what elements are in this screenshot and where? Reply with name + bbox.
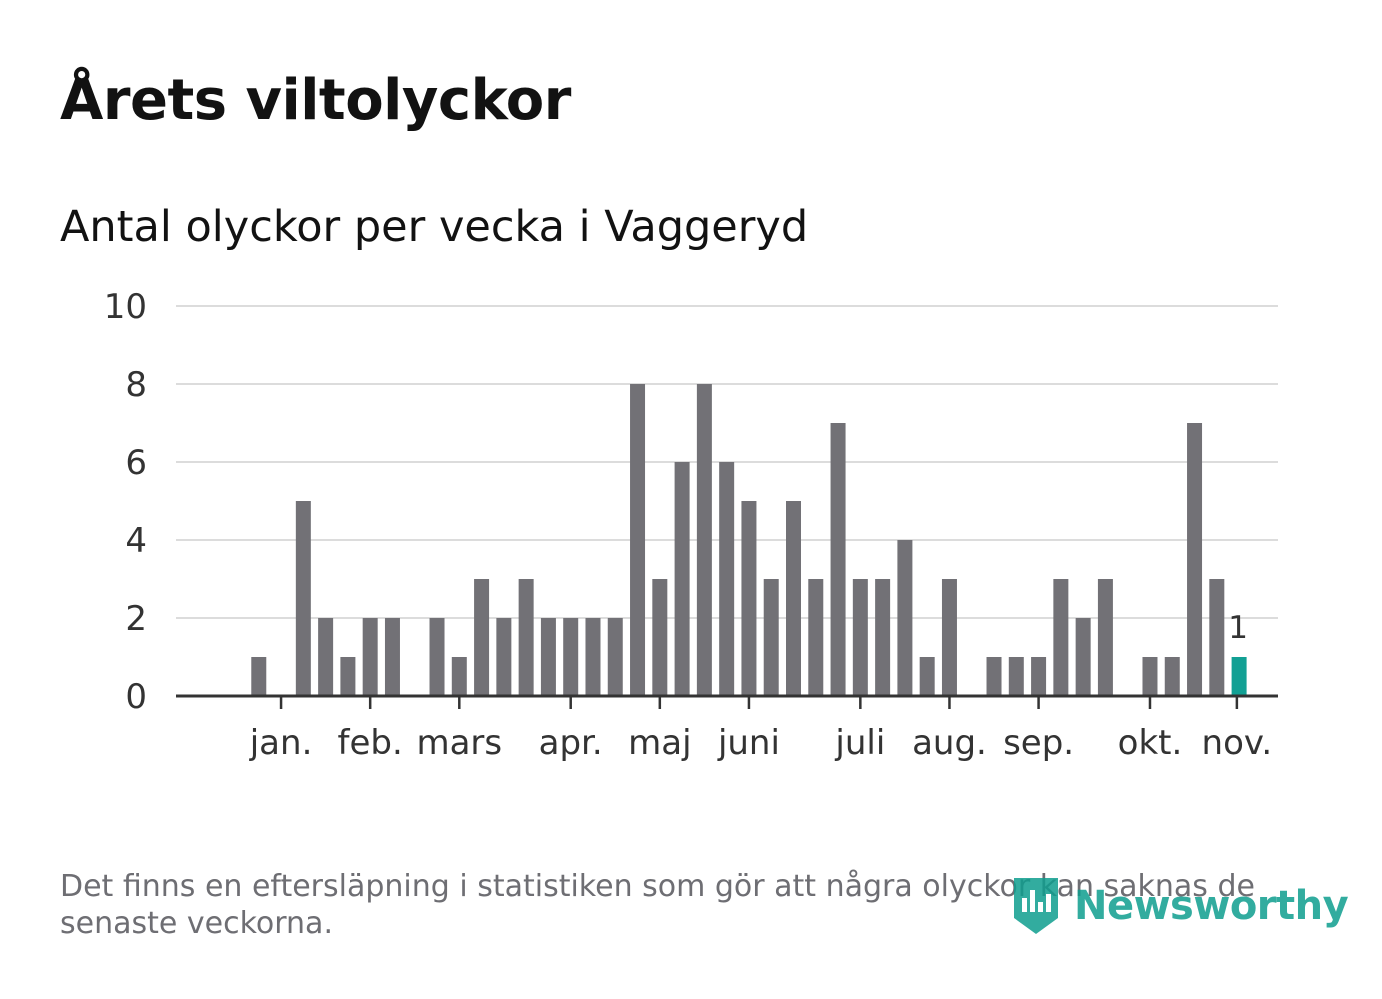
bar (830, 423, 846, 696)
bar (696, 384, 712, 696)
bar (1142, 657, 1158, 696)
bar (362, 618, 378, 696)
y-tick-label: 4 (125, 521, 147, 561)
bar (786, 501, 801, 696)
x-tick-label: jan. (249, 723, 313, 763)
y-tick-label: 10 (104, 287, 147, 327)
bar (1031, 657, 1047, 696)
bar (585, 618, 601, 696)
bar (429, 618, 445, 696)
x-tick-label: mars (416, 723, 502, 763)
x-tick-label: okt. (1118, 723, 1183, 763)
bar (674, 462, 690, 696)
bar (518, 579, 534, 696)
bar (875, 579, 891, 696)
bar (719, 462, 735, 696)
bar (630, 384, 646, 696)
bar (540, 618, 556, 696)
brand-logo: Newsworthy (1010, 874, 1349, 938)
bar (1075, 618, 1091, 696)
bar (1097, 579, 1113, 696)
bar (741, 501, 757, 696)
bar (340, 657, 356, 696)
bar (919, 657, 935, 696)
bar (897, 540, 913, 696)
x-tick-label: sep. (1003, 723, 1074, 763)
x-tick-label: nov. (1202, 723, 1273, 763)
bar (384, 618, 400, 696)
y-tick-label: 0 (125, 677, 147, 717)
bar (563, 618, 579, 696)
bar (295, 501, 311, 696)
bar (251, 657, 267, 696)
bar (808, 579, 824, 696)
bar (496, 618, 512, 696)
x-tick-label: aug. (912, 723, 987, 763)
bar (474, 579, 490, 696)
y-tick-label: 8 (125, 365, 147, 405)
bar (318, 618, 334, 696)
bar (1164, 657, 1180, 696)
bar (1209, 579, 1225, 696)
brand-name: Newsworthy (1074, 883, 1349, 929)
bar (607, 618, 623, 696)
bar (652, 579, 668, 696)
bar-highlight (1231, 657, 1247, 696)
bar (1053, 579, 1069, 696)
chart-subtitle: Antal olyckor per vecka i Vaggeryd (60, 202, 809, 252)
x-tick-label: maj (628, 723, 691, 763)
y-tick-label: 2 (125, 599, 147, 639)
bar (1008, 657, 1024, 696)
x-tick-label: juli (834, 723, 885, 763)
bar (763, 579, 779, 696)
axis-layer: 0 2 4 6 8 10 1 jan. feb. mars apr. maj juni juli aug. s… (104, 287, 1278, 763)
y-tick-label: 6 (125, 443, 147, 483)
bar (941, 579, 957, 696)
newsworthy-logo-icon (1014, 878, 1058, 934)
bar (852, 579, 868, 696)
x-tick-label: feb. (338, 723, 403, 763)
x-tick-label: juni (717, 723, 780, 763)
x-tick-label: apr. (539, 723, 603, 763)
bar (1187, 423, 1203, 696)
chart-title: Årets viltolyckor (60, 68, 571, 133)
data-label: 1 (1228, 610, 1248, 646)
bar (451, 657, 467, 696)
bar-layer (251, 384, 1247, 696)
bar (986, 657, 1002, 696)
